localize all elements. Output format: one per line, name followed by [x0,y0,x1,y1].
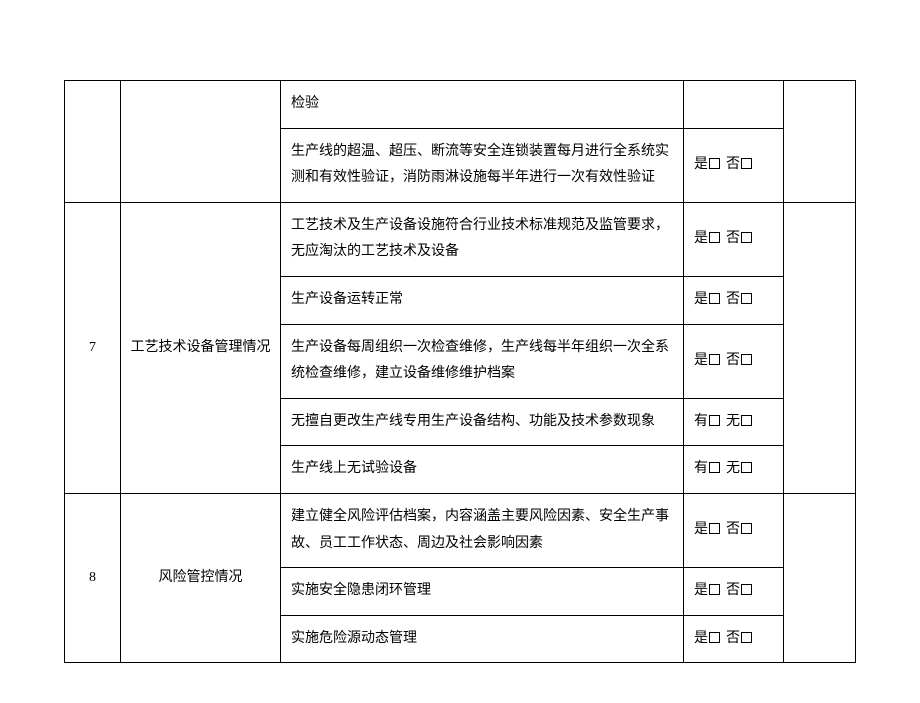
checkbox-icon[interactable] [741,415,752,426]
description-cell: 建立健全风险评估档案，内容涵盖主要风险因素、安全生产事故、员工工作状态、周边及社… [281,493,684,567]
option-label: 是 [694,583,708,598]
option-cell: 是否 [684,276,784,324]
option-label: 是 [694,231,708,246]
option-cell: 是否 [684,615,784,663]
option-label: 否 [726,353,740,368]
inspection-table: 检验生产线的超温、超压、断流等安全连锁装置每月进行全系统实测和有效性验证，消防雨… [64,80,856,663]
checkbox-icon[interactable] [709,354,720,365]
checkbox-icon[interactable] [741,462,752,473]
remark-cell [784,493,856,662]
option-cell: 有无 [684,398,784,446]
description-cell: 实施安全隐患闭环管理 [281,568,684,616]
option-cell: 是否 [684,128,784,202]
description-cell: 工艺技术及生产设备设施符合行业技术标准规范及监管要求，无应淘汰的工艺技术及设备 [281,202,684,276]
checkbox-icon[interactable] [709,232,720,243]
option-label: 是 [694,292,708,307]
remark-cell [784,202,856,493]
checkbox-icon[interactable] [709,462,720,473]
option-label: 有 [694,461,708,476]
row-number: 7 [65,202,121,493]
option-label: 是 [694,631,708,646]
row-number [65,81,121,203]
description-cell: 无擅自更改生产线专用生产设备结构、功能及技术参数现象 [281,398,684,446]
description-cell: 检验 [281,81,684,129]
option-label: 是 [694,353,708,368]
checkbox-icon[interactable] [741,523,752,534]
option-cell: 是否 [684,493,784,567]
option-label: 否 [726,631,740,646]
checkbox-icon[interactable] [709,293,720,304]
option-label: 有 [694,414,708,429]
checkbox-icon[interactable] [709,632,720,643]
description-cell: 生产设备每周组织一次检查维修，生产线每半年组织一次全系统检查维修，建立设备维修维… [281,324,684,398]
checkbox-icon[interactable] [741,354,752,365]
table-row: 7工艺技术设备管理情况工艺技术及生产设备设施符合行业技术标准规范及监管要求，无应… [65,202,856,276]
checkbox-icon[interactable] [709,523,720,534]
checkbox-icon[interactable] [709,158,720,169]
option-label: 是 [694,157,708,172]
checkbox-icon[interactable] [741,293,752,304]
description-cell: 生产线的超温、超压、断流等安全连锁装置每月进行全系统实测和有效性验证，消防雨淋设… [281,128,684,202]
checkbox-icon[interactable] [709,415,720,426]
category-cell [121,81,281,203]
option-cell: 是否 [684,568,784,616]
option-cell: 是否 [684,202,784,276]
checkbox-icon[interactable] [709,584,720,595]
table-row: 8风险管控情况建立健全风险评估档案，内容涵盖主要风险因素、安全生产事故、员工工作… [65,493,856,567]
description-cell: 生产线上无试验设备 [281,446,684,494]
option-label: 否 [726,583,740,598]
option-label: 是 [694,522,708,537]
option-label: 无 [726,461,740,476]
checkbox-icon[interactable] [741,584,752,595]
checkbox-icon[interactable] [741,232,752,243]
description-cell: 生产设备运转正常 [281,276,684,324]
option-label: 否 [726,522,740,537]
option-cell [684,81,784,129]
option-label: 无 [726,414,740,429]
row-number: 8 [65,493,121,662]
table-row: 检验 [65,81,856,129]
checkbox-icon[interactable] [741,158,752,169]
option-label: 否 [726,292,740,307]
description-cell: 实施危险源动态管理 [281,615,684,663]
checkbox-icon[interactable] [741,632,752,643]
option-cell: 是否 [684,324,784,398]
option-cell: 有无 [684,446,784,494]
remark-cell [784,81,856,203]
option-label: 否 [726,157,740,172]
option-label: 否 [726,231,740,246]
category-cell: 风险管控情况 [121,493,281,662]
category-cell: 工艺技术设备管理情况 [121,202,281,493]
